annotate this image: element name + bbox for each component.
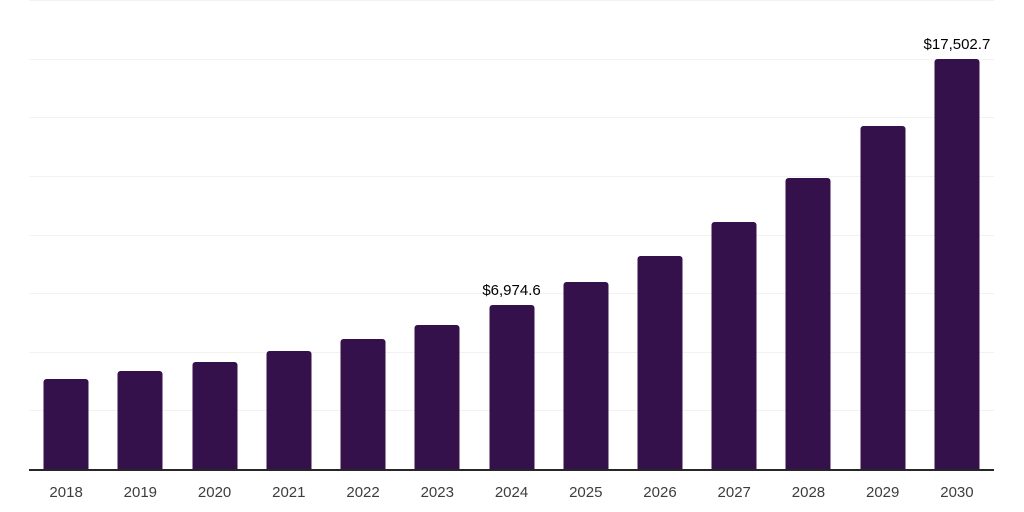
x-tick-label-2030: 2030 xyxy=(940,484,974,501)
x-tick-label-2026: 2026 xyxy=(643,484,677,501)
x-tick-label-2023: 2023 xyxy=(420,484,454,501)
x-tick-label-2027: 2027 xyxy=(717,484,751,501)
gridline-15000 xyxy=(29,117,994,119)
bar-2025[interactable] xyxy=(563,282,609,469)
bar-2024[interactable] xyxy=(489,305,535,469)
bar-slot-2022 xyxy=(326,0,400,469)
bar-2019[interactable] xyxy=(117,371,163,469)
bar-slot-2028 xyxy=(771,0,845,469)
bar-2030[interactable] xyxy=(934,58,980,469)
bar-value-label-2030: $17,502.7 xyxy=(923,35,991,53)
bar-2027[interactable] xyxy=(711,222,757,469)
bar-slot-2019 xyxy=(103,0,177,469)
bar-slot-2027 xyxy=(697,0,771,469)
bar-slot-2025 xyxy=(549,0,623,469)
gridline-20000 xyxy=(29,0,994,1)
gridline-10000 xyxy=(29,234,994,236)
x-tick-label-2028: 2028 xyxy=(791,484,826,501)
bar-2020[interactable] xyxy=(192,361,238,469)
bar-slot-2024: $6,974.6 xyxy=(474,0,548,469)
bar-2029[interactable] xyxy=(860,125,906,469)
x-axis-labels: 2018 2019 2020 2021 2022 2023 2024 2025 2026 2027… xyxy=(29,471,994,512)
bar-slot-2023 xyxy=(400,0,474,469)
bar-2022[interactable] xyxy=(340,339,386,469)
bar-2028[interactable] xyxy=(785,178,831,469)
gridline-12500 xyxy=(29,175,994,177)
x-tick-label-2024: 2024 xyxy=(494,484,529,501)
x-tick-label-2029: 2029 xyxy=(866,484,900,501)
bar-2023[interactable] xyxy=(414,324,460,469)
bar-slot-2030: $17,502.7 xyxy=(920,0,994,469)
gridline-17500 xyxy=(29,58,994,60)
bar-slot-2020 xyxy=(177,0,251,469)
bar-2018[interactable] xyxy=(43,379,89,469)
x-tick-label-2019: 2019 xyxy=(123,484,158,501)
bar-slot-2029 xyxy=(846,0,920,469)
bar-value-label-2024: $6,974.6 xyxy=(482,282,541,300)
bar-slot-2018 xyxy=(29,0,103,469)
bar-slot-2026 xyxy=(623,0,697,469)
bar-slot-2021 xyxy=(252,0,326,469)
x-axis-line xyxy=(29,469,994,471)
x-tick-label-2025: 2025 xyxy=(569,484,603,501)
x-tick-label-2020: 2020 xyxy=(197,484,232,501)
plot-area: $6,974.6 $17,502.7 xyxy=(29,0,994,471)
x-tick-label-2018: 2018 xyxy=(49,484,83,501)
bar-2021[interactable] xyxy=(266,351,312,469)
x-tick-label-2021: 2021 xyxy=(272,484,306,501)
x-tick-label-2022: 2022 xyxy=(346,484,380,501)
bar-2026[interactable] xyxy=(637,256,683,469)
bars-container: $6,974.6 $17,502.7 xyxy=(29,0,994,469)
gridline-7500 xyxy=(29,293,994,295)
